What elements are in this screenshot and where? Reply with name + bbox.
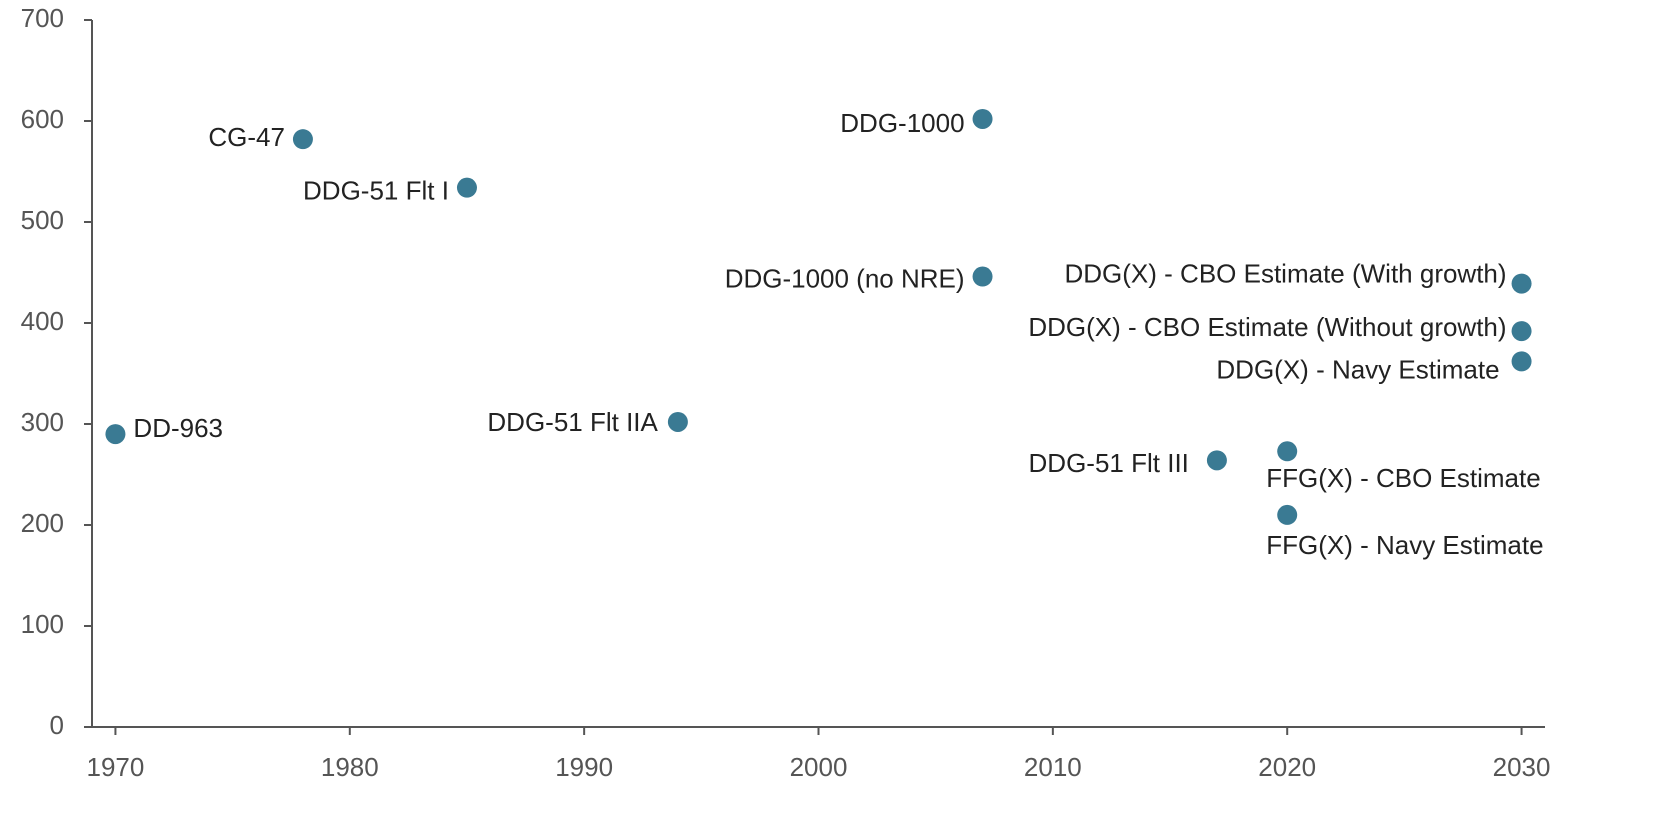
y-tick-label: 200 xyxy=(21,508,64,538)
point-label: CG-47 xyxy=(208,122,285,152)
point xyxy=(1511,273,1532,294)
point xyxy=(972,266,993,287)
point-label: DD-963 xyxy=(133,413,223,443)
x-tick-label: 2020 xyxy=(1258,752,1316,782)
x-tick-label: 1980 xyxy=(321,752,379,782)
point xyxy=(972,108,993,129)
point-label: DDG-51 Flt I xyxy=(303,176,449,206)
point-label: DDG-51 Flt III xyxy=(1029,448,1189,478)
y-tick-label: 700 xyxy=(21,3,64,33)
x-tick-label: 1990 xyxy=(555,752,613,782)
point-label: FFG(X) - CBO Estimate xyxy=(1266,463,1540,493)
point-label: DDG(X) - CBO Estimate (Without growth) xyxy=(1028,312,1506,342)
point xyxy=(1277,504,1298,525)
point xyxy=(1511,321,1532,342)
y-tick-label: 600 xyxy=(21,104,64,134)
point xyxy=(1277,441,1298,462)
x-tick-label: 2010 xyxy=(1024,752,1082,782)
y-tick-label: 100 xyxy=(21,609,64,639)
point xyxy=(667,411,688,432)
point xyxy=(1206,450,1227,471)
point xyxy=(1511,351,1532,372)
y-tick-label: 500 xyxy=(21,205,64,235)
point xyxy=(292,129,313,150)
point-label: DDG(X) - Navy Estimate xyxy=(1216,354,1499,384)
point-label: DDG-1000 (no NRE) xyxy=(725,263,965,293)
y-tick-label: 400 xyxy=(21,306,64,336)
x-tick-label: 2000 xyxy=(790,752,848,782)
point-label: DDG-51 Flt IIA xyxy=(487,407,658,437)
y-tick-label: 0 xyxy=(50,710,64,740)
point-label: DDG(X) - CBO Estimate (With growth) xyxy=(1065,258,1507,288)
point-label: DDG-1000 xyxy=(840,108,964,138)
point xyxy=(105,424,126,445)
x-tick-label: 2030 xyxy=(1493,752,1551,782)
point xyxy=(456,177,477,198)
y-tick-label: 300 xyxy=(21,407,64,437)
point-label: FFG(X) - Navy Estimate xyxy=(1266,530,1543,560)
x-tick-label: 1970 xyxy=(87,752,145,782)
